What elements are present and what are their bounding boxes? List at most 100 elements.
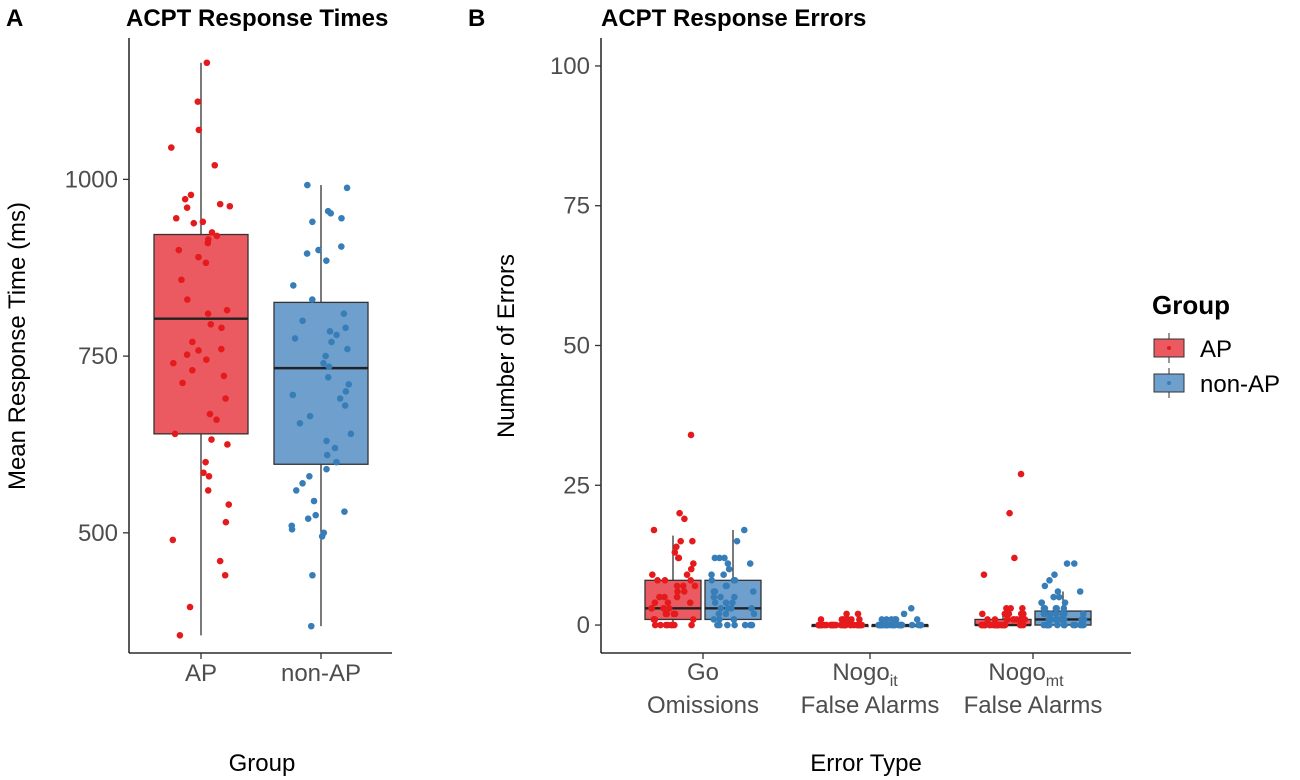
panel-b-ap-cat0-point — [687, 577, 695, 584]
panel-a-ap-point — [183, 204, 191, 211]
panel-b-nonap-cat0-point — [711, 599, 719, 606]
panel-a-nonap-point — [315, 246, 322, 254]
panel-b-ap-cat1-point — [837, 621, 845, 629]
panel-b-ap-cat0-point — [691, 582, 699, 590]
panel-a-nonap-point — [331, 444, 339, 452]
panel-b-nonap-cat2-point — [1052, 616, 1060, 623]
panel-b-nonap-cat2-point — [1041, 610, 1049, 618]
panel-b-nonap-cat1-point — [891, 621, 898, 629]
panel-b-nonap-cat0-point — [708, 571, 715, 579]
panel-b-ap-cat0-point — [661, 577, 669, 584]
panel-b-ap-cat2-point — [1011, 554, 1018, 562]
panel-b-tag: B — [468, 5, 485, 32]
panel-b-ap-cat0-point — [690, 560, 697, 567]
panel-b-nonap-cat2-point — [1070, 621, 1077, 629]
panel-a-nonap-point — [338, 243, 345, 250]
panel-b-ap-cat0-point — [689, 537, 696, 545]
panel-b-ap-cat0-point — [662, 610, 670, 618]
panel-a-ap-point — [183, 351, 191, 358]
panel-b-nonap-cat2-point — [1041, 582, 1049, 590]
panel-b-ap-cat0-point — [657, 621, 664, 629]
panel-b-ap-cat0-point — [671, 549, 679, 556]
panel-b-nonap-cat1-point — [900, 610, 908, 618]
panel-a-ap-point — [190, 219, 198, 227]
panel-b-nonap-cat0-point — [722, 599, 730, 606]
panel-b-ap-cat0-point — [673, 582, 681, 590]
panel-b-ap-cat1-point — [829, 621, 837, 629]
panel-b-nonap-cat0-point — [717, 604, 725, 612]
xtick-nogo-it-line2: False Alarms — [801, 692, 940, 719]
panel-b-ap-cat0-point — [651, 621, 659, 629]
panel-a-nonap-point — [323, 437, 330, 445]
panel-a-ap-point — [204, 487, 212, 494]
panel-a-nonap-point — [341, 402, 349, 409]
panel-a-ap-point — [208, 229, 216, 236]
panel-a-ap-point — [169, 536, 177, 544]
panel-b-nonap-cat2-point — [1052, 610, 1060, 618]
panel-b-ap-cat2-point — [1006, 509, 1013, 517]
panel-b-nonap-cat0-point — [728, 604, 735, 612]
panel-a-nonap-point — [325, 363, 333, 371]
panel-a-ap-point — [205, 472, 213, 480]
panel-a-ap-point — [213, 232, 221, 240]
svg-text:Nogomt: Nogomt — [988, 659, 1064, 690]
panel-b-ap-cat1-point — [838, 616, 846, 623]
panel-b-ap-cat0-point — [656, 593, 663, 601]
panel-a-nonap-point — [303, 250, 311, 257]
panel-b-nonap-cat2-point — [1041, 604, 1049, 612]
panel-a-ytick-label: 1000 — [65, 166, 118, 193]
panel-b-ap-cat0-point — [674, 554, 682, 562]
panel-a-nonap-point — [323, 257, 330, 264]
panel-a-ap-point — [199, 218, 207, 226]
panel-b-ap-cat2-point — [984, 616, 991, 623]
panel-b-nonap-cat0-point — [749, 588, 757, 595]
panel-a-nonap-point — [299, 317, 306, 325]
panel-b-nonap-cat2-point — [1052, 604, 1060, 612]
panel-a-nonap-point — [333, 458, 340, 466]
panel-b-ap-cat0-point — [683, 571, 691, 579]
legend-key-nonap — [1153, 368, 1185, 398]
panel-b-ap-cat0-point — [660, 604, 667, 612]
panel-b-ytick-label: 100 — [550, 53, 590, 80]
panel-a-ap-point — [200, 469, 207, 477]
panel-b-ap-cat0-point — [664, 599, 672, 606]
panel-b-ap-cat1-point — [817, 621, 825, 629]
panel-a-tag: A — [6, 5, 23, 32]
panel-b-nonap-cat0-point — [711, 588, 719, 595]
legend-title: Group — [1152, 290, 1230, 320]
panel-a-ap-point — [202, 259, 210, 267]
panel-a-ap-point — [178, 276, 185, 284]
panel-a-nonap-point — [309, 218, 316, 226]
panel-a-nonap-point — [333, 331, 340, 339]
panel-b-nonap-cat0-point — [725, 565, 733, 573]
panel-b-nonap-cat0-point — [711, 554, 719, 562]
panel-b-ap-cat0-point — [648, 604, 656, 612]
panel-b-ap-cat2-point — [1017, 470, 1025, 478]
panel-a-ap-point — [171, 430, 179, 438]
panel-b-nonap-cat0-point — [750, 610, 758, 618]
panel-b-nonap-cat2-point — [1063, 560, 1071, 567]
panel-b-ap-cat0-point — [676, 509, 683, 517]
panel-a-ap-point — [216, 557, 224, 565]
panel-a-nonap-point — [340, 310, 348, 317]
panel-a-plot: 500 750 1000 AP non-AP — [65, 59, 369, 687]
panel-a-ap-point — [189, 338, 196, 346]
panel-b-nonap-cat2-point — [1061, 599, 1069, 606]
panel-b-plot: 0 25 50 75 100 — [550, 53, 1092, 639]
panel-b-ap-cat0-point — [679, 582, 687, 590]
panel-b-ap-cat0-point — [680, 588, 688, 595]
panel-b-nonap-cat1-point — [913, 616, 921, 623]
panel-a-ap-point — [220, 372, 228, 380]
panel-b-nonap-cat0-point — [722, 582, 730, 590]
xtick-nogo-it-sub: it — [890, 673, 899, 690]
panel-b-nonap-cat2-point — [1080, 616, 1088, 623]
panel-a-ap-point — [170, 359, 177, 367]
panel-b-nonap-cat1-point — [883, 621, 890, 629]
panel-b-ap-cat2-point — [1019, 604, 1026, 612]
panel-a-nonap-point — [320, 359, 327, 367]
panel-a-ap-point — [222, 395, 229, 402]
panel-b-ap-cat2-point — [1018, 621, 1025, 629]
panel-a-ap-point — [195, 126, 203, 134]
panel-a-ap-point — [184, 296, 191, 303]
